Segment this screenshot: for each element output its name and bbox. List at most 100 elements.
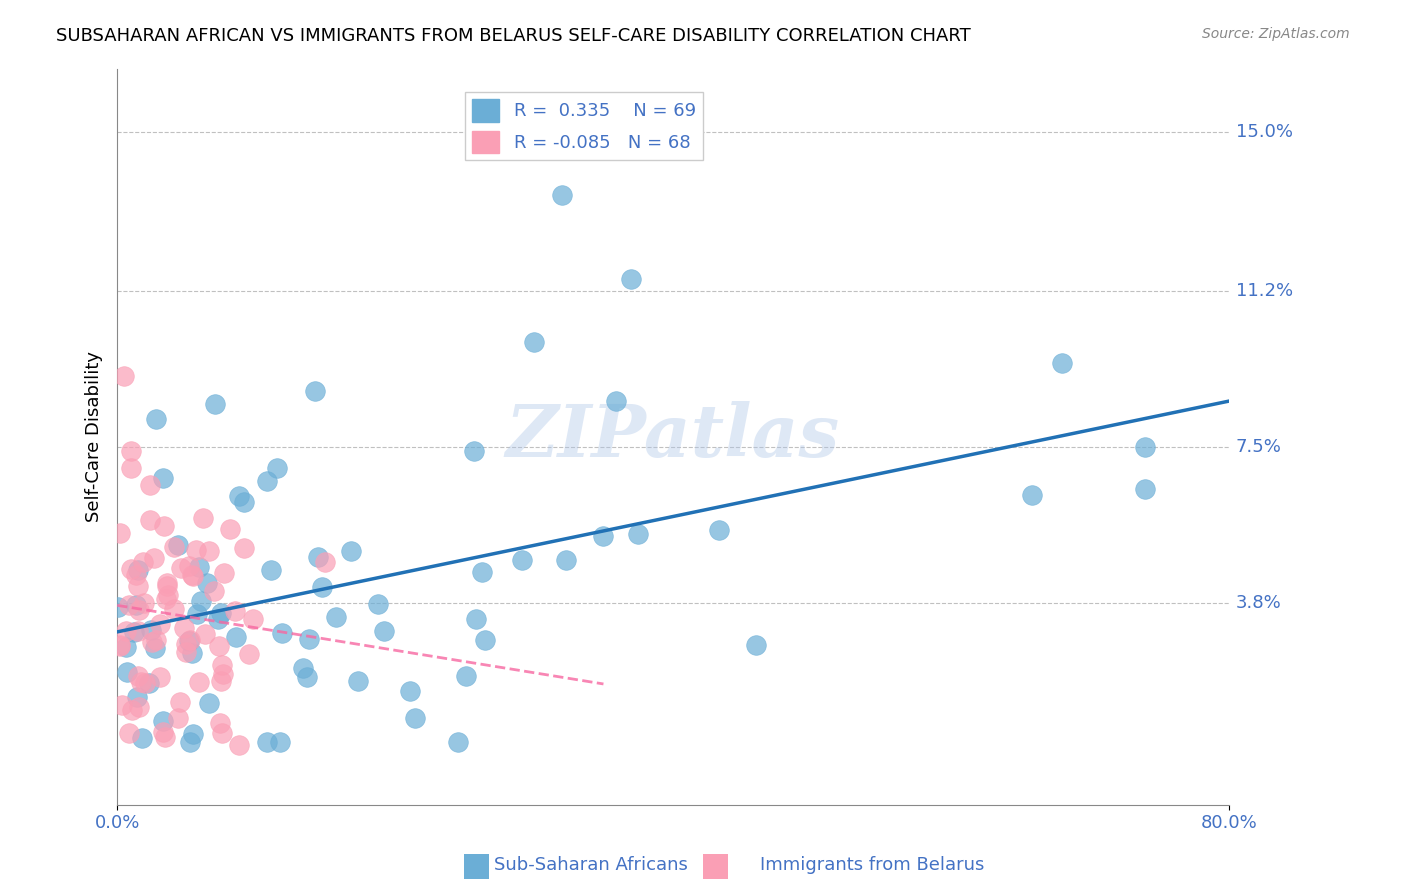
Point: [181, 569, 204, 583]
Point: [179, 632, 201, 647]
Point: [627, 527, 650, 541]
Text: 15.0%: 15.0%: [1236, 122, 1292, 141]
Point: [127, 578, 149, 592]
Point: [163, 540, 186, 554]
Point: [179, 559, 201, 574]
Point: [307, 550, 329, 565]
Point: [367, 597, 389, 611]
Point: [190, 594, 212, 608]
Point: [212, 667, 235, 681]
Point: [153, 731, 176, 745]
Point: [510, 553, 533, 567]
Point: [125, 598, 148, 612]
Point: [163, 602, 186, 616]
Point: [166, 710, 188, 724]
Point: [114, 624, 136, 638]
Point: [208, 639, 231, 653]
Point: [1135, 482, 1157, 496]
Point: [125, 568, 148, 582]
Point: [211, 657, 233, 672]
Text: Source: ZipAtlas.com: Source: ZipAtlas.com: [1202, 27, 1350, 41]
Point: [707, 523, 730, 537]
Point: [107, 600, 129, 615]
Point: [152, 471, 174, 485]
Point: [180, 568, 202, 582]
Point: [1050, 356, 1073, 370]
Point: [139, 477, 162, 491]
Point: [228, 738, 250, 752]
Point: [139, 513, 162, 527]
Text: 7.5%: 7.5%: [1236, 438, 1281, 456]
Point: [471, 565, 494, 579]
Point: [108, 526, 131, 541]
Point: [118, 725, 141, 739]
Point: [219, 522, 242, 536]
Point: [399, 684, 422, 698]
Point: [141, 623, 163, 637]
Point: [187, 674, 209, 689]
Point: [143, 641, 166, 656]
Point: [191, 511, 214, 525]
Point: [128, 700, 150, 714]
Point: [464, 612, 486, 626]
Point: [295, 670, 318, 684]
Point: [115, 665, 138, 679]
Text: SUBSAHARAN AFRICAN VS IMMIGRANTS FROM BELARUS SELF-CARE DISABILITY CORRELATION C: SUBSAHARAN AFRICAN VS IMMIGRANTS FROM BE…: [56, 27, 972, 45]
Point: [202, 583, 225, 598]
Point: [214, 566, 236, 580]
Text: Immigrants from Belarus: Immigrants from Belarus: [759, 856, 984, 874]
Point: [149, 617, 172, 632]
Point: [373, 624, 395, 639]
Point: [523, 334, 546, 349]
Point: [347, 673, 370, 688]
Point: [314, 555, 336, 569]
Point: [551, 187, 574, 202]
Point: [153, 519, 176, 533]
Text: 3.8%: 3.8%: [1236, 594, 1281, 612]
Point: [260, 563, 283, 577]
Point: [176, 637, 198, 651]
Point: [456, 669, 478, 683]
Point: [152, 725, 174, 739]
Point: [186, 542, 208, 557]
Point: [114, 640, 136, 655]
Point: [180, 646, 202, 660]
Point: [156, 579, 179, 593]
Point: [325, 610, 347, 624]
Point: [194, 626, 217, 640]
Point: [142, 551, 165, 566]
Point: [1135, 440, 1157, 454]
Point: [1021, 488, 1043, 502]
Point: [404, 710, 426, 724]
Point: [209, 606, 232, 620]
Point: [745, 638, 768, 652]
Point: [132, 555, 155, 569]
Point: [145, 633, 167, 648]
Point: [238, 647, 260, 661]
Point: [169, 561, 191, 575]
Point: [132, 596, 155, 610]
Legend: R =  0.335    N = 69, R = -0.085   N = 68: R = 0.335 N = 69, R = -0.085 N = 68: [465, 92, 703, 160]
Point: [198, 696, 221, 710]
Point: [211, 725, 233, 739]
Point: [224, 604, 246, 618]
Point: [152, 714, 174, 728]
Point: [149, 669, 172, 683]
Point: [198, 543, 221, 558]
Point: [592, 529, 614, 543]
Point: [298, 632, 321, 646]
Point: [120, 444, 142, 458]
Point: [463, 443, 485, 458]
Point: [188, 560, 211, 574]
Point: [156, 575, 179, 590]
Point: [138, 676, 160, 690]
Point: [207, 612, 229, 626]
Point: [131, 731, 153, 745]
Point: [155, 592, 177, 607]
Point: [118, 599, 141, 613]
Point: [605, 393, 627, 408]
Point: [242, 612, 264, 626]
Point: [225, 630, 247, 644]
Point: [145, 412, 167, 426]
Point: [169, 695, 191, 709]
